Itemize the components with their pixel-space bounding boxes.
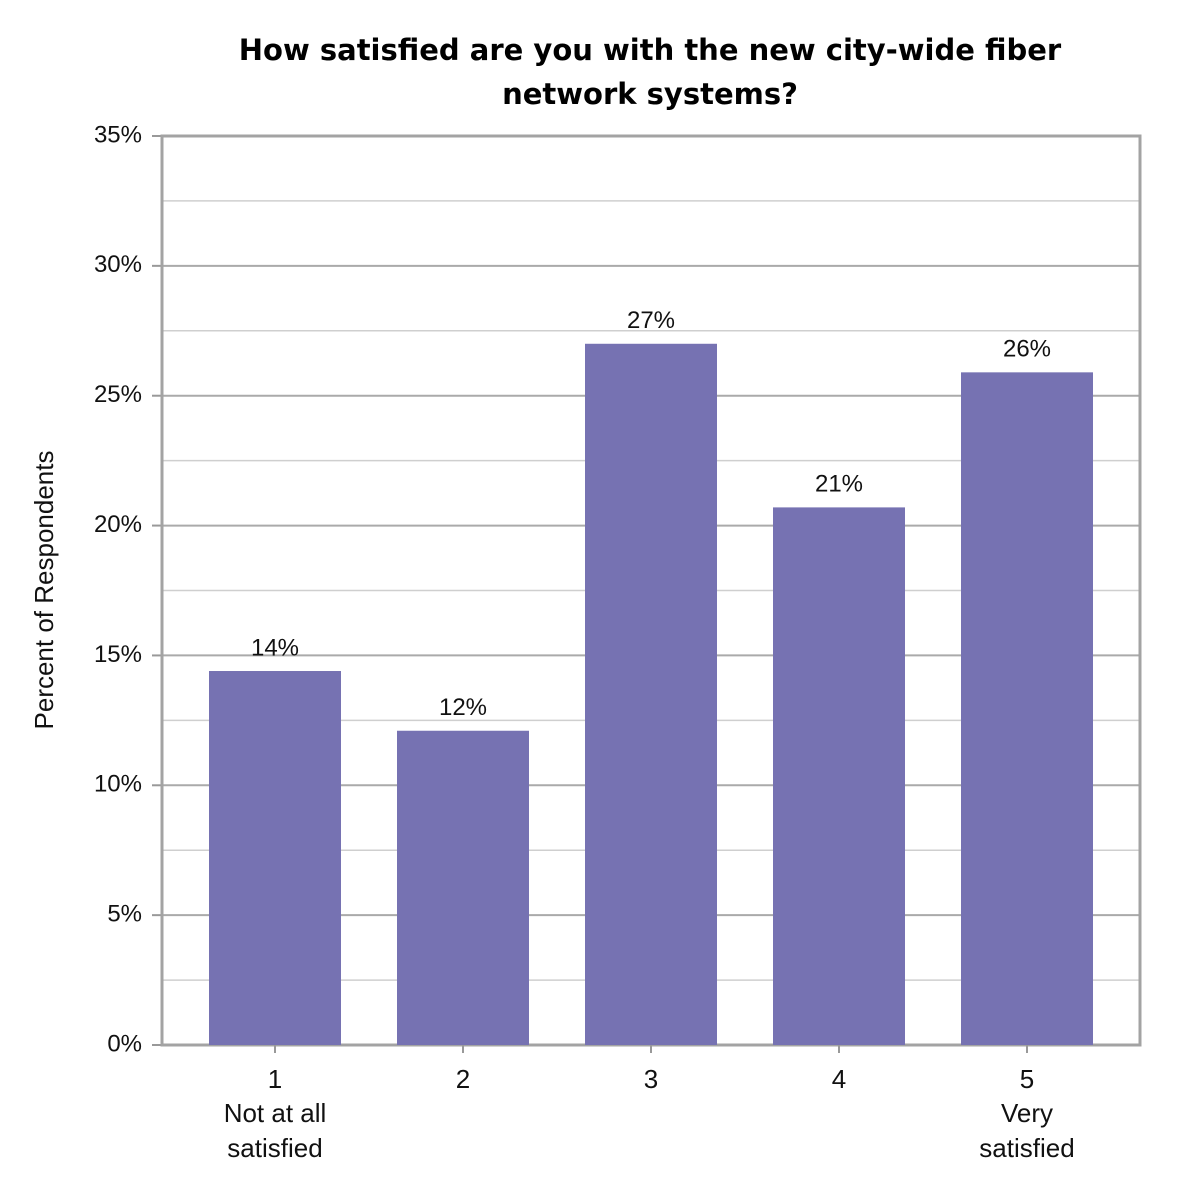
value-label: 14% [251, 634, 299, 661]
x-tick-label: 5 [1019, 1064, 1035, 1094]
value-label: 26% [1003, 336, 1051, 363]
y-tick-label: 10% [94, 771, 142, 798]
y-tick-label: 35% [94, 121, 142, 148]
y-tick-label: 5% [107, 900, 142, 927]
x-tick-description: Very satisfied [979, 1098, 1075, 1163]
bar [585, 343, 717, 1045]
x-tick-description: Not at all satisfied [223, 1098, 327, 1163]
x-tick-label: 1 [267, 1064, 283, 1094]
y-tick-label: 0% [107, 1030, 142, 1057]
bar [961, 372, 1093, 1046]
x-tick-label: 2 [455, 1064, 471, 1094]
value-label: 12% [439, 694, 487, 721]
value-label: 21% [815, 471, 863, 498]
x-tick-label: 4 [831, 1064, 847, 1094]
bar [209, 671, 341, 1045]
y-tick-label: 15% [94, 641, 142, 668]
chart-title: How satisfied are you with the new city-… [238, 33, 1062, 111]
y-tick-label: 20% [94, 511, 142, 538]
y-tick-label: 25% [94, 381, 142, 408]
bar [773, 507, 905, 1045]
bar [397, 730, 529, 1045]
y-axis-label: Percent of Respondents [29, 451, 59, 730]
value-label: 27% [627, 307, 675, 334]
y-tick-label: 30% [94, 251, 142, 278]
x-tick-label: 3 [643, 1064, 659, 1094]
